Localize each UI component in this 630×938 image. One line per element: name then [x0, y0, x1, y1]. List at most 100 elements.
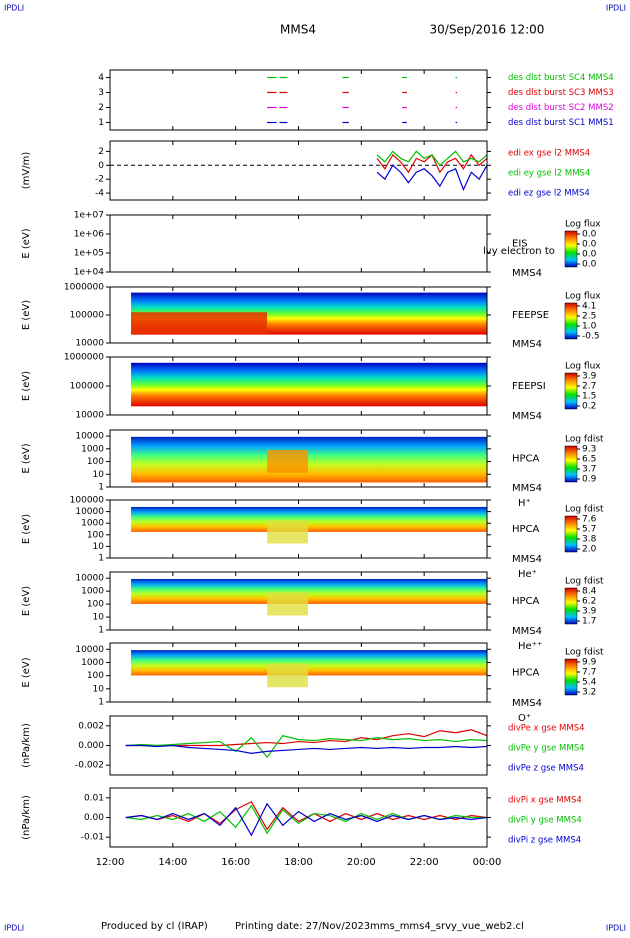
y-tick-label: 2 [98, 103, 104, 113]
data-line [125, 729, 487, 747]
legend-entry: divPi z gse MMS4 [508, 836, 581, 846]
spacecraft-title: MMS4 [280, 23, 316, 37]
x-tick-label: 20:00 [347, 857, 376, 868]
colorbar-tick-label: 6.5 [582, 455, 596, 465]
data-line [125, 744, 487, 754]
panel-frame [109, 715, 488, 776]
colorbar-tick-label: 2.5 [582, 312, 596, 322]
legend-entry: divPi y gse MMS4 [508, 816, 582, 826]
plot-area [125, 729, 487, 759]
colorbar [564, 302, 578, 340]
y-tick-label: 100000 [70, 311, 105, 321]
legend-entry: divPe x gse MMS4 [508, 724, 585, 734]
data-line [376, 164, 487, 192]
y-tick-label: 100 [87, 600, 104, 610]
colorbar-tick-label: 0.0 [582, 230, 597, 240]
y-tick-label: 100 [87, 671, 104, 681]
y-tick-label: 1e+05 [74, 249, 104, 259]
y-tick-label: 10 [93, 613, 105, 623]
y-tick-label: 10000 [75, 432, 104, 442]
colorbar-tick-label: 2.0 [582, 545, 597, 555]
x-tick-label: 14:00 [158, 857, 187, 868]
spectrogram-band [131, 436, 487, 483]
y-tick-label: -0.01 [81, 833, 104, 843]
overlap-label: lvy electron to [483, 246, 555, 257]
spectrogram-band [131, 650, 487, 676]
legend-entry: divPe y gse MMS4 [508, 744, 585, 754]
plot-area [131, 578, 487, 616]
legend-entry: des dlst burst SC1 MMS1 [508, 118, 614, 128]
colorbar-title: Log flux [565, 292, 601, 302]
colorbar-tick-label: 1.0 [582, 322, 597, 332]
data-line [376, 153, 487, 174]
colorbar-tick-label: 1.5 [582, 392, 596, 402]
y-axis-label: E (eV) [21, 514, 32, 544]
instrument-label: HPCA [512, 668, 540, 679]
footer-script: mms_mms4_srvy_vue_web2.cl [370, 921, 524, 932]
data-line [125, 804, 487, 835]
panel-frame [109, 571, 488, 631]
colorbar-tick-label: 4.1 [582, 302, 596, 312]
y-tick-label: -2 [95, 175, 104, 185]
y-axis-label: (nPa/km) [21, 795, 32, 840]
spectrogram-band [267, 592, 308, 616]
plot-area [131, 506, 487, 544]
y-axis-label: E (eV) [21, 300, 32, 330]
colorbar-tick-label: 8.4 [582, 587, 597, 597]
colorbar-title: Log flux [565, 362, 601, 372]
legend-entry: des dlst burst SC2 MMS2 [508, 103, 614, 113]
y-tick-label: 0 [98, 161, 104, 171]
legend-entry: des dlst burst SC4 MMS4 [508, 73, 614, 83]
y-tick-label: 1e+07 [74, 211, 104, 221]
spacecraft-label: MMS4 [512, 698, 542, 709]
colorbar-tick-label: 6.2 [582, 597, 596, 607]
colorbar [564, 515, 578, 553]
x-tick-label: 12:00 [96, 857, 125, 868]
y-axis-label: (mV/m) [21, 152, 32, 190]
x-tick-label: 16:00 [221, 857, 250, 868]
y-tick-label: 1000 [81, 519, 104, 529]
colorbar-tick-label: 0.9 [582, 475, 597, 485]
y-tick-label: 100 [87, 530, 104, 540]
y-tick-label: 0.000 [78, 741, 104, 751]
spacecraft-label: MMS4 [512, 411, 542, 422]
legend-entry: edi ez gse l2 MMS4 [508, 189, 590, 199]
panel-frame [109, 642, 488, 703]
y-tick-label: 1 [98, 483, 104, 493]
y-axis-label: E (eV) [21, 228, 32, 258]
y-tick-label: 100000 [70, 382, 105, 392]
y-tick-label: -4 [95, 189, 104, 199]
y-tick-label: 1000 [81, 658, 104, 668]
legend-entry: edi ex gse l2 MMS4 [508, 149, 590, 159]
y-tick-label: 1000000 [64, 283, 104, 293]
y-tick-label: 0.002 [78, 721, 104, 731]
colorbar-tick-label: 3.9 [582, 372, 597, 382]
panel-frame [109, 69, 488, 131]
y-tick-label: 0.00 [84, 813, 104, 823]
data-line [125, 802, 487, 837]
y-tick-label: 2 [98, 147, 104, 157]
y-tick-label: 10 [93, 684, 105, 694]
y-tick-label: 10000 [75, 507, 104, 517]
plot-area [131, 436, 487, 483]
y-tick-label: -0.002 [75, 761, 104, 771]
spacecraft-label: MMS4 [512, 626, 542, 637]
colorbar-title: Log flux [565, 220, 601, 230]
panel-frame [109, 356, 488, 416]
corner-label: IPDLI [4, 4, 24, 13]
y-tick-label: 1000000 [64, 353, 104, 363]
spectrogram-band [131, 362, 487, 407]
colorbar-tick-label: 3.2 [582, 688, 596, 698]
spacecraft-label: MMS4 [512, 339, 542, 350]
panel-frame [109, 499, 488, 559]
colorbar-tick-label: 3.9 [582, 607, 597, 617]
species-label: He⁺⁺ [518, 641, 542, 652]
legend-entry: des dlst burst SC3 MMS3 [508, 88, 614, 98]
y-tick-label: 3 [98, 88, 104, 98]
x-tick-label: 00:00 [473, 857, 502, 868]
instrument-label: EIS [512, 239, 528, 250]
colorbar-title: Log fdist [565, 505, 604, 515]
footer-date: Printing date: 27/Nov/2023 [235, 921, 370, 932]
colorbar-tick-label: -0.5 [582, 332, 600, 342]
